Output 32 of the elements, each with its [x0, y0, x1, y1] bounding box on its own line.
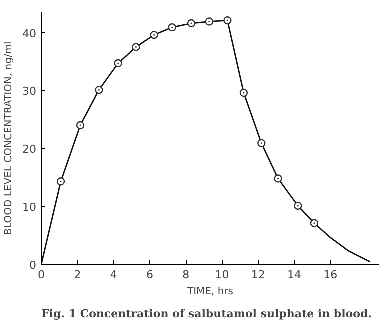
y-tick-label: 20	[22, 143, 37, 156]
point	[258, 139, 266, 148]
y-tick-label: 30	[22, 85, 37, 98]
x-tick-label: 14	[288, 268, 302, 282]
x-tick-label: 12	[251, 268, 266, 282]
x-tick-label: 0	[38, 268, 45, 282]
point	[294, 202, 302, 210]
y-axis-title: BLOOD LEVEL CONCENTRATION, ng/ml	[4, 42, 15, 236]
caption: Fig. 1 Concentration of salbutamol sulphate in blood.	[42, 308, 372, 320]
y-tick-label: 10	[22, 201, 37, 214]
point	[310, 219, 319, 228]
point	[274, 174, 282, 183]
point	[150, 31, 158, 40]
point	[76, 121, 85, 130]
point	[168, 23, 176, 32]
x-axis-title: TIME, hrs	[186, 286, 234, 298]
point	[187, 19, 196, 28]
point	[205, 18, 214, 26]
x-tick-label: 2	[74, 268, 82, 282]
x-tick-label: 6	[146, 268, 154, 282]
y-tick-label: 40	[22, 27, 37, 40]
x-tick-label: 10	[215, 268, 230, 282]
point	[132, 43, 140, 52]
x-tick-label: 4	[110, 268, 118, 282]
point	[240, 88, 248, 98]
y-tick-label: 0	[30, 259, 36, 272]
point	[56, 178, 66, 186]
point	[224, 16, 232, 25]
point	[114, 59, 122, 68]
point	[95, 86, 104, 94]
x-tick-label: 16	[324, 268, 338, 282]
x-tick-label: 8	[182, 268, 190, 282]
